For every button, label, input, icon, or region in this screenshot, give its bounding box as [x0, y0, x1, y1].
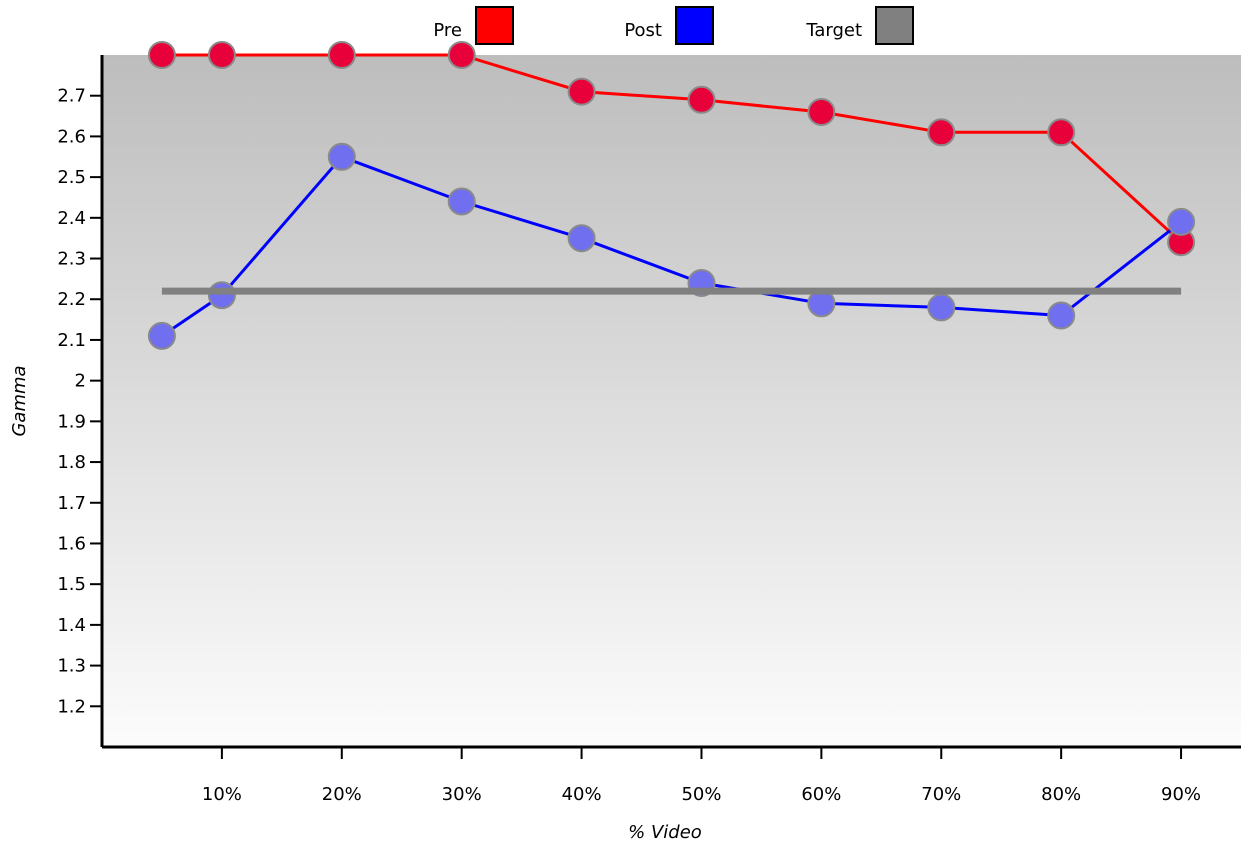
y-tick-label: 2.3: [57, 249, 86, 270]
pre-point: [687, 85, 716, 114]
pre-point: [927, 118, 956, 147]
legend-swatch-post: [675, 6, 714, 45]
x-tick-label: 90%: [1161, 784, 1201, 805]
legend: Pre Post Target: [433, 6, 914, 45]
y-tick-label: 2.1: [57, 330, 86, 351]
pre-series-line: [161, 53, 1183, 244]
x-tick-label: 60%: [801, 784, 841, 805]
post-point: [1167, 207, 1196, 236]
post-series-line: [161, 155, 1183, 338]
post-point: [927, 293, 956, 322]
post-point: [1047, 301, 1076, 330]
y-tick-label: 1.6: [57, 533, 86, 554]
post-point: [207, 281, 236, 310]
y-tick-label: 2.5: [57, 167, 86, 188]
legend-label-pre: Pre: [433, 20, 462, 41]
post-point: [567, 224, 596, 253]
pre-point: [147, 41, 176, 69]
y-tick-label: 1.8: [57, 452, 86, 473]
pre-point: [1047, 118, 1076, 147]
x-tick-label: 50%: [681, 784, 721, 805]
x-tick-label: 30%: [442, 784, 482, 805]
y-tick-label: 2.2: [57, 289, 86, 310]
x-tick-label: 80%: [1041, 784, 1081, 805]
legend-label-target: Target: [805, 20, 862, 41]
axes: 1.2 1.3 1.4 1.5 1.6 1.7 1.8 1.9 2 2.1 2.2 2.3 2.4 2.5…: [57, 55, 1241, 805]
x-axis-title: % Video: [628, 822, 702, 843]
legend-swatch-target: [875, 6, 914, 45]
x-tick-label: 70%: [921, 784, 961, 805]
pre-point: [327, 41, 356, 69]
y-tick-label: 1.5: [57, 574, 86, 595]
legend-label-post: Post: [624, 20, 662, 41]
y-tick-label: 2.4: [57, 208, 86, 229]
pre-point: [807, 98, 836, 126]
y-tick-label: 1.9: [57, 411, 86, 432]
pre-point: [447, 41, 476, 69]
x-tick-label: 20%: [322, 784, 362, 805]
y-axis-title: Gamma: [9, 365, 30, 436]
y-tick-label: 2.7: [57, 86, 86, 107]
series-layer: [147, 41, 1196, 350]
pre-point: [207, 41, 236, 69]
post-point: [327, 142, 356, 171]
plot-area-background: [102, 55, 1241, 747]
y-tick-label: 1.2: [57, 696, 86, 717]
y-tick-label: 1.7: [57, 493, 86, 514]
y-tick-label: 1.3: [57, 656, 86, 677]
y-tick-label: 1.4: [57, 615, 86, 636]
post-point: [147, 321, 176, 350]
pre-point: [567, 77, 596, 106]
y-tick-label: 2.6: [57, 126, 86, 147]
x-tick-label: 40%: [562, 784, 602, 805]
legend-swatch-pre: [475, 6, 514, 45]
post-point: [447, 187, 476, 216]
x-tick-label: 10%: [202, 784, 242, 805]
y-tick-label: 2: [75, 371, 86, 392]
